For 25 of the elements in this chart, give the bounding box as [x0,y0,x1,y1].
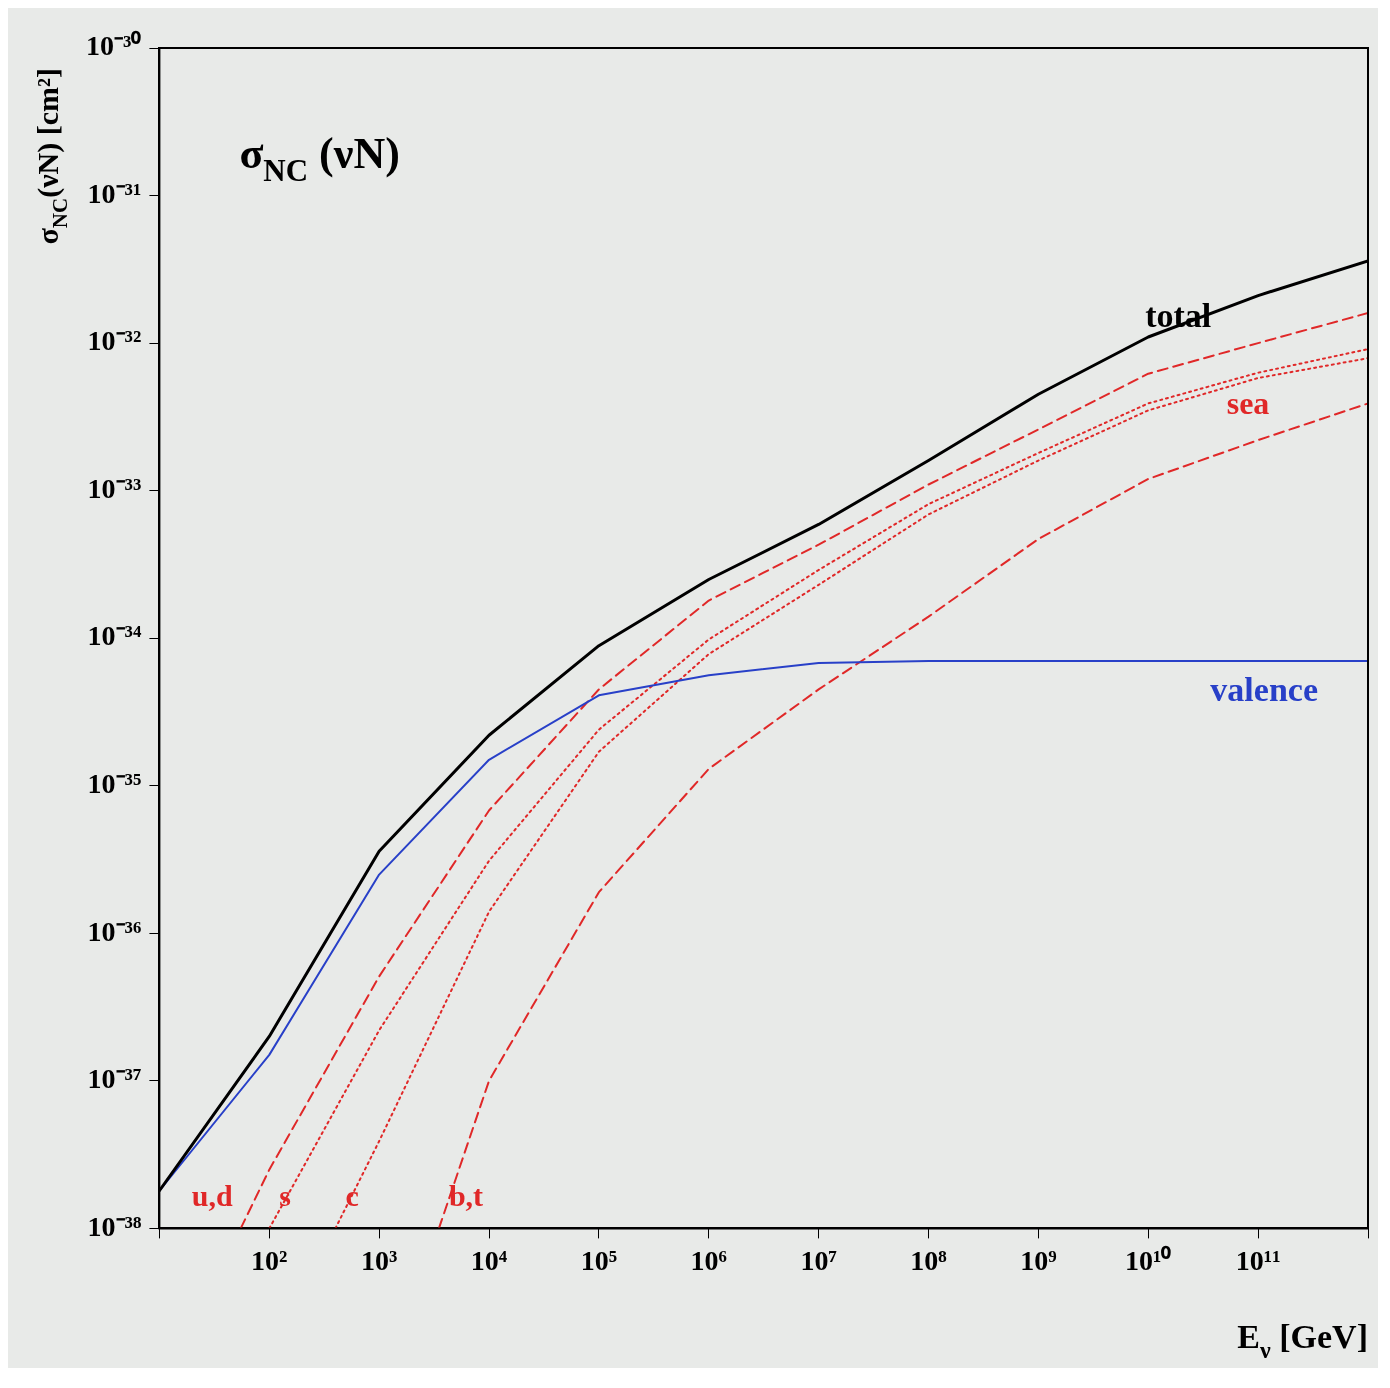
x-tick-label: 10⁹ [1020,1245,1057,1277]
y-tick-label: 10⁻³⁷ [87,1063,142,1095]
x-tick-label: 10¹⁰ [1125,1245,1172,1277]
y-tick-label: 10⁻³⁵ [87,767,142,799]
y-tick-label: 10⁻³³ [87,472,142,504]
y-tick-label: 10⁻³⁰ [85,30,142,62]
y-tick-label: 10⁻³⁴ [87,620,142,652]
x-tick-label: 10⁴ [470,1245,508,1277]
annotation: sea [1226,384,1270,421]
y-axis-title: σNC(νN) [cm²] [31,67,72,245]
series-label: valence [1210,671,1319,709]
x-tick-label: 10⁸ [910,1245,947,1277]
x-tick-label: 10¹¹ [1235,1245,1281,1277]
series-label: b,t [448,1179,484,1213]
x-tick-label: 10⁵ [580,1245,618,1277]
y-tick-label: 10⁻³¹ [87,177,142,209]
x-tick-label: 10⁶ [690,1245,727,1277]
x-tick-label: 10² [251,1245,288,1277]
x-tick-label: 10³ [360,1245,398,1277]
series-label: u,d [191,1179,234,1213]
y-tick-label: 10⁻³² [87,325,142,357]
y-tick-label: 10⁻³⁶ [87,915,142,947]
x-tick-label: 10⁷ [800,1245,837,1277]
y-tick-label: 10⁻³⁸ [87,1210,142,1242]
series-label: c [345,1179,359,1213]
